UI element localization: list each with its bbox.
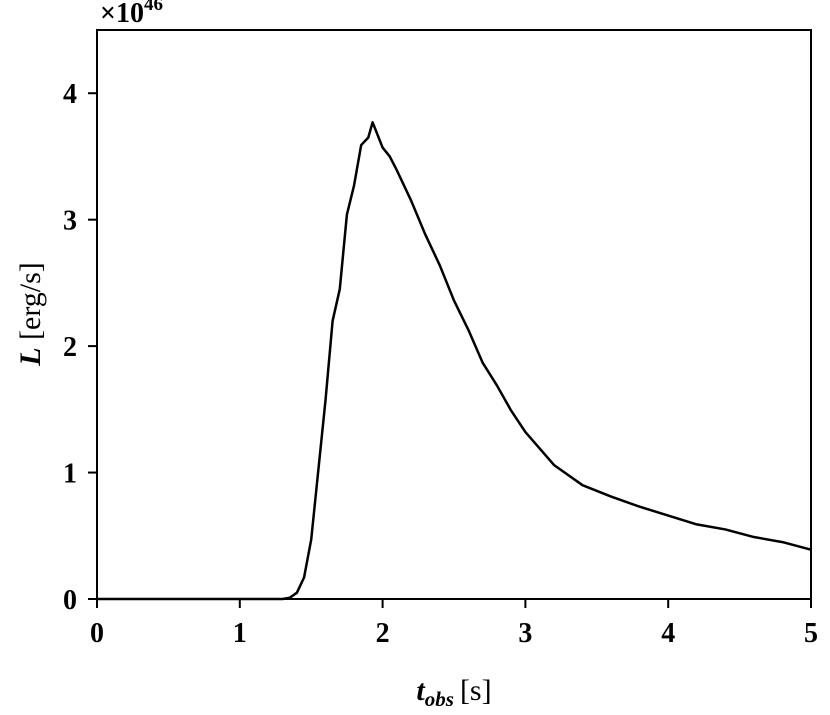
x-label-unit: [s] xyxy=(460,674,492,707)
x-tick-label: 0 xyxy=(90,618,104,649)
x-label-symbol: t xyxy=(416,674,426,707)
y-label-symbol: L xyxy=(14,347,47,366)
y-tick-label: 4 xyxy=(63,79,77,110)
y-tick-label: 2 xyxy=(63,332,77,363)
x-tick-label: 3 xyxy=(518,618,532,649)
y-scale-offset: ×1046 xyxy=(100,0,163,29)
y-tick-label: 1 xyxy=(63,459,77,490)
y-scale-exponent: 46 xyxy=(144,0,163,15)
y-tick-label: 3 xyxy=(63,206,77,237)
x-label-subscript: obs xyxy=(425,687,454,711)
y-axis-label: L [erg/s] xyxy=(14,262,47,367)
x-tick-label: 1 xyxy=(233,618,247,649)
x-tick-label: 2 xyxy=(376,618,390,649)
x-tick-label: 5 xyxy=(804,618,818,649)
x-tick-label: 4 xyxy=(661,618,675,649)
y-tick-label: 0 xyxy=(63,585,77,616)
x-axis-label: tobs [s] xyxy=(416,674,491,711)
data-line xyxy=(97,121,812,601)
y-label-unit: [erg/s] xyxy=(14,262,47,340)
y-scale-base: ×10 xyxy=(100,0,144,29)
plot-frame xyxy=(96,29,812,600)
